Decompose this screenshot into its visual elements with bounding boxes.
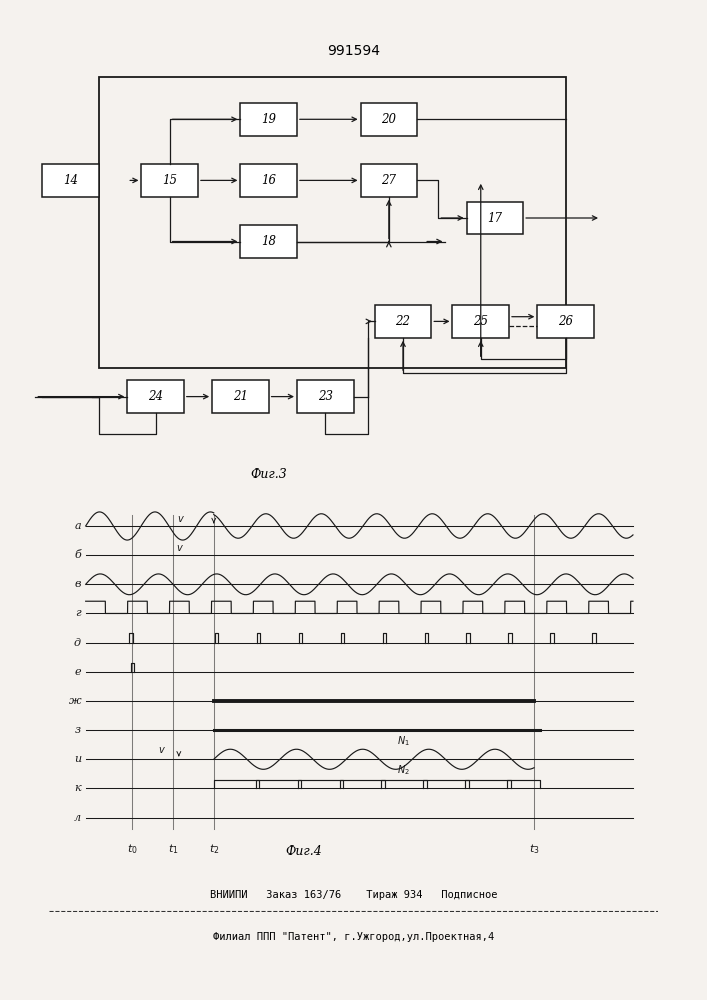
Text: $N_1$: $N_1$	[397, 734, 409, 748]
Text: 23: 23	[317, 390, 333, 403]
Text: v: v	[176, 543, 182, 553]
Bar	[240, 164, 297, 197]
Bar	[240, 103, 297, 136]
Text: ж: ж	[69, 696, 81, 706]
Text: v: v	[177, 514, 183, 524]
Text: v: v	[158, 745, 164, 755]
Bar	[452, 305, 509, 338]
Bar	[361, 164, 417, 197]
Text: 26: 26	[558, 315, 573, 328]
Text: и: и	[74, 754, 81, 764]
Text: к: к	[74, 783, 81, 793]
Text: $t_0$: $t_0$	[127, 842, 138, 856]
Text: 21: 21	[233, 390, 248, 403]
Bar	[42, 164, 99, 197]
Text: е: е	[74, 667, 81, 677]
Bar	[240, 225, 297, 258]
Text: Фиг.4: Фиг.4	[286, 845, 322, 858]
Text: 14: 14	[63, 174, 78, 187]
Text: в: в	[74, 579, 81, 589]
Text: 20: 20	[381, 113, 397, 126]
Bar	[99, 77, 566, 368]
Bar	[361, 103, 417, 136]
Text: 991594: 991594	[327, 44, 380, 58]
Text: з: з	[75, 725, 81, 735]
Bar	[375, 305, 431, 338]
Text: $N_2$: $N_2$	[397, 764, 409, 777]
Text: 15: 15	[162, 174, 177, 187]
Bar	[467, 202, 523, 234]
Text: ВНИИПИ   Заказ 163/76    Тираж 934   Подписное: ВНИИПИ Заказ 163/76 Тираж 934 Подписное	[210, 890, 497, 900]
Bar	[127, 380, 184, 413]
Bar	[297, 380, 354, 413]
Text: а: а	[74, 521, 81, 531]
Text: 22: 22	[395, 315, 411, 328]
Bar	[141, 164, 198, 197]
Text: д: д	[74, 638, 81, 648]
Text: $t_3$: $t_3$	[529, 842, 539, 856]
Text: 24: 24	[148, 390, 163, 403]
Bar	[537, 305, 594, 338]
Text: 25: 25	[473, 315, 489, 328]
Text: $t_1$: $t_1$	[168, 842, 178, 856]
Bar	[212, 380, 269, 413]
Text: 18: 18	[261, 235, 276, 248]
Text: Филиал ППП "Патент", г.Ужгород,ул.Проектная,4: Филиал ППП "Патент", г.Ужгород,ул.Проект…	[213, 932, 494, 942]
Text: л: л	[74, 813, 81, 823]
Text: 27: 27	[381, 174, 397, 187]
Text: 19: 19	[261, 113, 276, 126]
Text: г: г	[76, 608, 81, 618]
Text: Фиг.3: Фиг.3	[250, 468, 287, 481]
Text: б: б	[74, 550, 81, 560]
Text: 17: 17	[487, 212, 503, 225]
Text: $t_2$: $t_2$	[209, 842, 219, 856]
Text: 16: 16	[261, 174, 276, 187]
